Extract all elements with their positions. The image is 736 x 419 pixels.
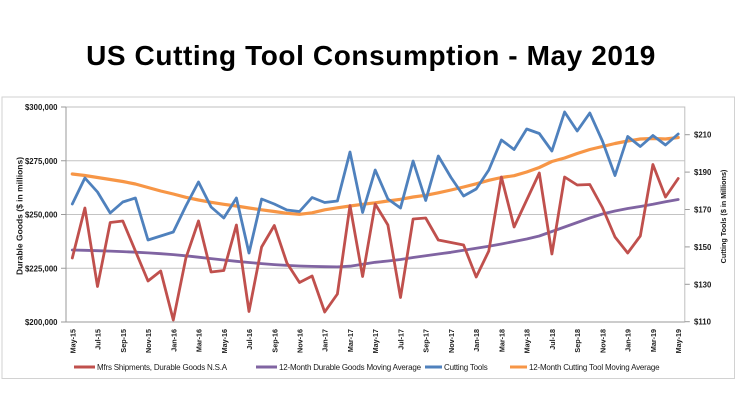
svg-text:$275,000: $275,000 bbox=[25, 157, 58, 166]
svg-text:$170: $170 bbox=[694, 206, 712, 215]
svg-text:Mar-19: Mar-19 bbox=[649, 329, 658, 352]
svg-text:US Cutting Tool Consumption -: US Cutting Tool Consumption - May 2019 bbox=[86, 40, 656, 71]
svg-text:Sep-16: Sep-16 bbox=[270, 329, 279, 353]
svg-text:Mfrs Shipments, Durable Goods: Mfrs Shipments, Durable Goods N.S.A bbox=[97, 363, 228, 372]
svg-text:Jul-17: Jul-17 bbox=[397, 329, 406, 350]
svg-text:$200,000: $200,000 bbox=[25, 318, 58, 327]
svg-text:Jan-16: Jan-16 bbox=[169, 329, 178, 352]
svg-text:12-Month Cutting Tool Moving A: 12-Month Cutting Tool Moving Average bbox=[529, 363, 660, 372]
svg-text:$225,000: $225,000 bbox=[25, 264, 58, 273]
svg-text:Cutting Tools ($ in Millions): Cutting Tools ($ in Millions) bbox=[719, 169, 728, 263]
svg-text:Cutting Tools: Cutting Tools bbox=[444, 363, 488, 372]
svg-text:Durable Goods ($ in millions): Durable Goods ($ in millions) bbox=[15, 157, 25, 275]
svg-text:Nov-16: Nov-16 bbox=[296, 329, 305, 353]
svg-text:Jul-18: Jul-18 bbox=[548, 329, 557, 350]
svg-text:May-17: May-17 bbox=[371, 329, 380, 353]
svg-text:12-Month Durable Goods Moving: 12-Month Durable Goods Moving Average bbox=[279, 363, 422, 372]
svg-text:$110: $110 bbox=[694, 318, 712, 327]
svg-text:$130: $130 bbox=[694, 280, 712, 289]
svg-text:Nov-15: Nov-15 bbox=[144, 329, 153, 353]
svg-text:May-16: May-16 bbox=[220, 329, 229, 353]
svg-text:Sep-17: Sep-17 bbox=[422, 329, 431, 353]
svg-text:Jan-18: Jan-18 bbox=[472, 329, 481, 352]
svg-text:Jan-19: Jan-19 bbox=[624, 329, 633, 352]
svg-text:Jul-16: Jul-16 bbox=[245, 329, 254, 350]
svg-text:$190: $190 bbox=[694, 168, 712, 177]
svg-text:Jan-17: Jan-17 bbox=[321, 329, 330, 352]
svg-text:$250,000: $250,000 bbox=[25, 211, 58, 220]
svg-text:Sep-18: Sep-18 bbox=[573, 329, 582, 353]
svg-text:Mar-17: Mar-17 bbox=[346, 329, 355, 352]
svg-text:Mar-18: Mar-18 bbox=[497, 329, 506, 352]
svg-text:$300,000: $300,000 bbox=[25, 103, 58, 112]
svg-text:May-15: May-15 bbox=[68, 329, 77, 353]
svg-text:Nov-17: Nov-17 bbox=[447, 329, 456, 353]
svg-text:$150: $150 bbox=[694, 243, 712, 252]
svg-text:May-19: May-19 bbox=[674, 329, 683, 353]
svg-text:Jul-15: Jul-15 bbox=[94, 329, 103, 350]
svg-text:Sep-15: Sep-15 bbox=[119, 329, 128, 353]
svg-text:$210: $210 bbox=[694, 131, 712, 140]
svg-text:May-18: May-18 bbox=[523, 329, 532, 353]
svg-text:Nov-18: Nov-18 bbox=[598, 329, 607, 353]
svg-text:Mar-16: Mar-16 bbox=[195, 329, 204, 352]
